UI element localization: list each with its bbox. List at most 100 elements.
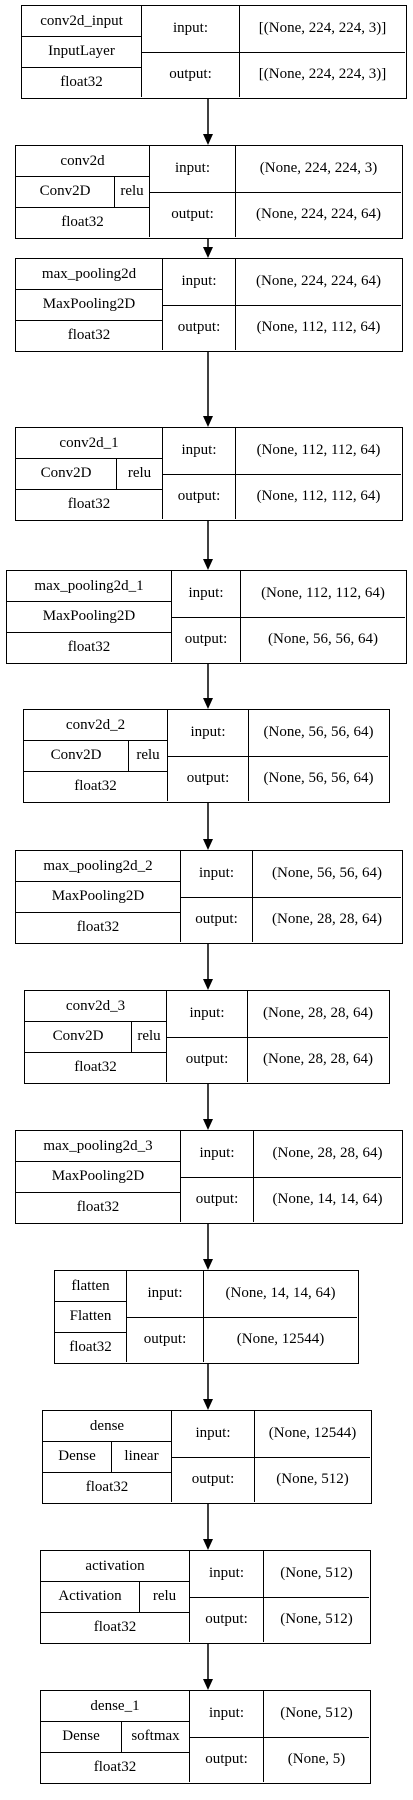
layer-name: conv2d_3 [65, 997, 126, 1014]
layer-type: Dense [43, 1441, 111, 1471]
layer-node-conv2d_1: conv2d_1 Conv2D relu float32 input: output: (N… [15, 427, 403, 521]
output-shape: (None, 28, 28, 64) [252, 896, 401, 942]
input-shape: [(None, 224, 224, 3)] [239, 6, 405, 52]
output-shape: [(None, 224, 224, 3)] [239, 51, 405, 97]
layer-node-activation: activation Activation relu float32 input: out… [40, 1550, 371, 1644]
layer-dtype: float32 [41, 1611, 189, 1642]
output-shape: (None, 28, 28, 64) [247, 1036, 388, 1082]
output-shape: (None, 56, 56, 64) [248, 755, 388, 801]
layer-dtype: float32 [16, 911, 180, 942]
output-label: output: [162, 304, 235, 350]
output-label: output: [126, 1316, 203, 1362]
layer-activation: relu [116, 458, 162, 489]
layer-name: conv2d_2 [65, 716, 126, 733]
input-label: input: [166, 991, 247, 1037]
input-shape: (None, 56, 56, 64) [252, 851, 401, 897]
layer-type: InputLayer [22, 36, 141, 66]
layer-node-conv2d_3: conv2d_3 Conv2D relu float32 input: output: (N… [24, 990, 390, 1084]
layer-type: Conv2D [24, 740, 128, 770]
edge-arrow [203, 1224, 213, 1270]
layer-activation: linear [111, 1441, 171, 1472]
layer-dtype: float32 [24, 770, 167, 801]
output-label: output: [141, 51, 239, 97]
input-label: input: [180, 851, 252, 897]
output-shape: (None, 512) [254, 1456, 370, 1502]
edge-arrow [203, 944, 213, 990]
output-shape: (None, 14, 14, 64) [253, 1176, 401, 1222]
input-label: input: [171, 1411, 254, 1457]
layer-name: max_pooling2d [41, 265, 137, 282]
layer-dtype: float32 [16, 206, 149, 237]
output-shape: (None, 512) [263, 1596, 369, 1642]
layer-type: Dense [41, 1721, 121, 1751]
output-label: output: [171, 616, 240, 662]
layer-activation: relu [131, 1021, 166, 1052]
edge-arrow [203, 1084, 213, 1130]
layer-node-conv2d_2: conv2d_2 Conv2D relu float32 input: output: (N… [23, 709, 390, 803]
edge-arrow [203, 99, 213, 145]
output-shape: (None, 56, 56, 64) [240, 616, 405, 662]
input-shape: (None, 224, 224, 3) [235, 146, 401, 192]
output-label: output: [166, 1036, 247, 1082]
layer-name: activation [85, 1557, 145, 1574]
layer-node-flatten: flatten Flatten float32 input: output: (None,… [54, 1270, 359, 1364]
edge-arrow [203, 352, 213, 427]
input-label: input: [126, 1271, 203, 1317]
input-shape: (None, 224, 224, 64) [235, 259, 401, 305]
layer-node-conv2d: conv2d Conv2D relu float32 input: output: (Non… [15, 145, 403, 239]
input-shape: (None, 512) [263, 1691, 369, 1737]
layer-type: Activation [41, 1581, 139, 1611]
layer-node-max_pooling2d_3: max_pooling2d_3 MaxPooling2D float32 input:… [15, 1130, 403, 1224]
output-shape: (None, 12544) [203, 1316, 357, 1362]
output-label: output: [180, 896, 252, 942]
layer-type: MaxPooling2D [16, 289, 162, 319]
output-shape: (None, 224, 224, 64) [235, 191, 401, 237]
layer-activation: softmax [121, 1721, 189, 1752]
layer-dtype: float32 [16, 319, 162, 350]
output-label: output: [167, 755, 248, 801]
edge-arrow [203, 664, 213, 709]
layer-dtype: float32 [55, 1331, 126, 1362]
layer-name: conv2d_1 [59, 434, 119, 451]
input-shape: (None, 28, 28, 64) [253, 1131, 401, 1177]
layer-dtype: float32 [25, 1051, 166, 1082]
layer-dtype: float32 [16, 488, 162, 519]
edge-arrow [203, 239, 213, 258]
layer-type: Flatten [55, 1301, 126, 1331]
input-label: input: [189, 1551, 263, 1597]
layer-dtype: float32 [41, 1751, 189, 1782]
output-label: output: [162, 473, 235, 519]
input-label: input: [171, 571, 240, 617]
input-shape: (None, 112, 112, 64) [240, 571, 405, 617]
layer-name: conv2d [60, 152, 105, 169]
input-shape: (None, 12544) [254, 1411, 370, 1457]
input-shape: (None, 28, 28, 64) [247, 991, 388, 1037]
input-shape: (None, 14, 14, 64) [203, 1271, 357, 1317]
edge-arrow [203, 1644, 213, 1690]
layer-type: MaxPooling2D [16, 881, 180, 911]
layer-type: Conv2D [25, 1021, 131, 1051]
layer-node-dense: dense Dense linear float32 input: output: (Non… [42, 1410, 372, 1504]
output-label: output: [189, 1736, 263, 1782]
output-shape: (None, 112, 112, 64) [235, 304, 401, 350]
edge-arrow [203, 1364, 213, 1410]
layer-node-max_pooling2d_2: max_pooling2d_2 MaxPooling2D float32 input:… [15, 850, 403, 944]
layer-name: flatten [71, 1277, 110, 1294]
layer-type: MaxPooling2D [7, 601, 171, 631]
layer-node-max_pooling2d_1: max_pooling2d_1 MaxPooling2D float32 input:… [6, 570, 407, 664]
layer-node-conv2d_input: conv2d_input InputLayer float32 input: outpu… [21, 5, 407, 99]
input-label: input: [141, 6, 239, 52]
edge-arrow [203, 1504, 213, 1550]
layer-activation: relu [114, 176, 149, 207]
output-label: output: [189, 1596, 263, 1642]
edge-arrow [203, 521, 213, 570]
output-shape: (None, 112, 112, 64) [235, 473, 401, 519]
layer-activation: relu [139, 1581, 189, 1612]
input-label: input: [189, 1691, 263, 1737]
layer-name: max_pooling2d_2 [43, 857, 153, 874]
layer-node-max_pooling2d: max_pooling2d MaxPooling2D float32 input: ou… [15, 258, 403, 352]
output-label: output: [171, 1456, 254, 1502]
input-label: input: [180, 1131, 253, 1177]
layer-name: max_pooling2d_1 [34, 577, 144, 594]
layer-name: dense [89, 1417, 125, 1434]
